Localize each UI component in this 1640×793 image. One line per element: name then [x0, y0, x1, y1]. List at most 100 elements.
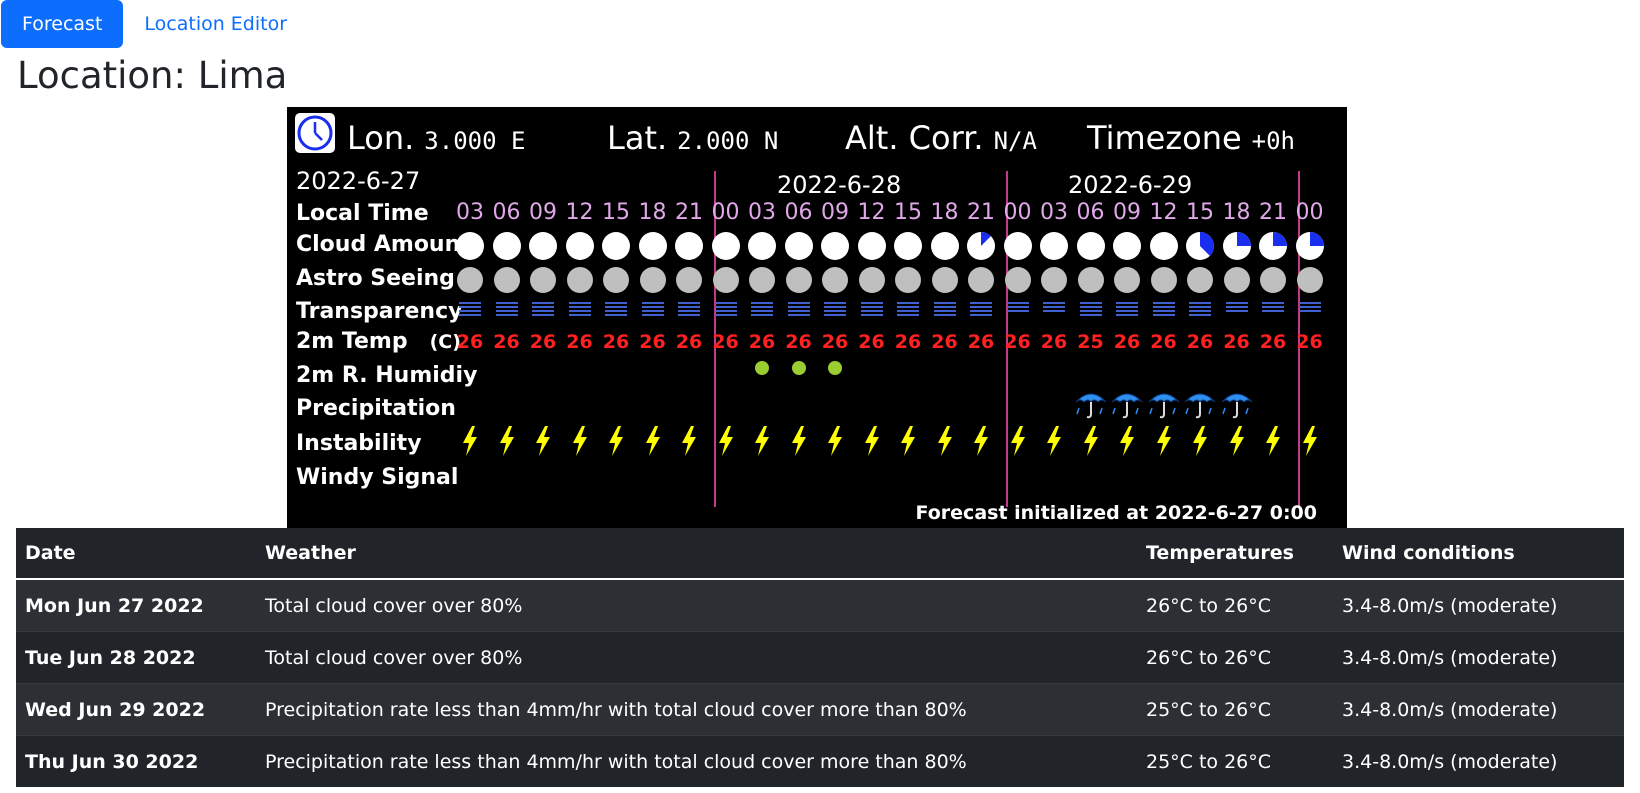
hour-label: 09 — [529, 200, 557, 225]
date-label: 2022-6-27 — [296, 167, 421, 195]
cell-date: Thu Jun 30 2022 — [16, 735, 256, 787]
lightning-icon — [1220, 425, 1254, 461]
lightning-icon — [1037, 425, 1071, 461]
row-label-windy-signal: Windy Signal — [296, 465, 459, 490]
hour-label: 03 — [1040, 200, 1068, 225]
lightning-icon — [1293, 425, 1327, 461]
transparency-icon — [636, 300, 670, 324]
seeing-icon — [1074, 266, 1108, 298]
seeing-icon — [636, 266, 670, 298]
transparency-icon — [1074, 300, 1108, 324]
hour-label: 06 — [492, 200, 521, 225]
hour-label: 09 — [821, 200, 849, 225]
cell-weather: Total cloud cover over 80% — [256, 578, 1137, 632]
lightning-icon — [1001, 425, 1035, 461]
cloud-amount-icon — [782, 231, 816, 265]
seeing-icon — [782, 266, 816, 298]
hour-label: 18 — [930, 200, 959, 225]
temperature-value: 26 — [931, 331, 958, 353]
hour-label: 03 — [456, 200, 484, 225]
seeing-icon — [1001, 266, 1035, 298]
cloud-amount-icon — [855, 231, 889, 265]
hour-label: 12 — [1149, 200, 1178, 225]
lightning-icon — [1110, 425, 1144, 461]
cell-wind: 3.4-8.0m/s (moderate) — [1333, 578, 1624, 632]
tz-label: Timezone — [1087, 119, 1242, 157]
cell-weather: Total cloud cover over 80% — [256, 631, 1137, 684]
lightning-icon — [818, 425, 852, 461]
tab-location-editor[interactable]: Location Editor — [144, 13, 288, 35]
row-label-instability: Instability — [296, 431, 422, 456]
transparency-icon — [1037, 300, 1071, 324]
temperature-value: 26 — [639, 331, 666, 353]
hour-label: 00 — [711, 200, 740, 225]
tab-forecast[interactable]: Forecast — [1, 0, 124, 48]
forecast-init-note: Forecast initialized at 2022-6-27 0:00 — [915, 502, 1317, 524]
lightning-icon — [526, 425, 560, 461]
nav-tabs: Forecast Location Editor — [1, 0, 308, 48]
row-label-humidity: 2m R. Humidiy — [296, 363, 478, 388]
lightning-icon — [782, 425, 816, 461]
seeing-icon — [1256, 266, 1290, 298]
row-label-astro-seeing: Astro Seeing — [296, 266, 455, 291]
hour-label: 00 — [1003, 200, 1032, 225]
temp-label: 2m Temp — [296, 329, 408, 354]
lightning-icon — [964, 425, 998, 461]
temperature-value: 26 — [894, 331, 922, 353]
alt-value: N/A — [993, 127, 1037, 155]
hour-label: 15 — [602, 200, 630, 225]
lat-label: Lat. — [607, 119, 668, 157]
transparency-icon — [891, 300, 925, 324]
hour-label: 18 — [638, 200, 667, 225]
temperature-value: 26 — [1296, 331, 1323, 353]
temperature-value: 26 — [821, 331, 849, 353]
seeing-icon — [709, 266, 743, 298]
temperature-value: 26 — [1113, 331, 1141, 353]
cloud-amount-icon — [745, 231, 779, 265]
temperature-value: 26 — [493, 331, 520, 353]
altitude-correction: Alt. Corr. N/A — [845, 119, 1037, 157]
seeing-icon — [1147, 266, 1181, 298]
date-label: 2022-6-29 — [1068, 171, 1193, 199]
meteogram: Lon. 3.000 E Lat. 2.000 N Alt. Corr. N/A Ti… — [287, 107, 1347, 528]
umbrella-icon — [1074, 386, 1108, 424]
lightning-icon — [1074, 425, 1108, 461]
cloud-amount-icon — [1037, 231, 1071, 265]
cell-wind: 3.4-8.0m/s (moderate) — [1333, 735, 1624, 787]
seeing-icon — [928, 266, 962, 298]
transparency-icon — [964, 300, 998, 324]
transparency-icon — [526, 300, 560, 324]
humidity-dot-icon — [818, 359, 852, 381]
hour-label: 03 — [748, 200, 776, 225]
humidity-dot-icon — [745, 359, 779, 381]
table-row: Wed Jun 29 2022 Precipitation rate less … — [16, 683, 1624, 736]
table-row: Mon Jun 27 2022 Total cloud cover over 8… — [16, 578, 1624, 632]
cloud-amount-icon — [490, 231, 524, 265]
transparency-icon — [1256, 300, 1290, 324]
transparency-icon — [928, 300, 962, 324]
cloud-amount-icon — [453, 231, 487, 265]
hour-label: 21 — [967, 200, 995, 225]
hour-label: 15 — [1186, 200, 1214, 225]
transparency-icon — [490, 300, 524, 324]
transparency-icon — [745, 300, 779, 324]
lightning-icon — [745, 425, 779, 461]
day-separator — [1298, 171, 1300, 507]
seeing-icon — [855, 266, 889, 298]
cloud-amount-icon — [928, 231, 962, 265]
seeing-icon — [453, 266, 487, 298]
hour-label: 12 — [565, 200, 594, 225]
umbrella-icon — [1183, 386, 1217, 424]
temperature-value: 26 — [858, 331, 885, 353]
date-label: 2022-6-28 — [777, 171, 902, 199]
cloud-amount-icon — [891, 231, 925, 265]
table-row: Thu Jun 30 2022 Precipitation rate less … — [16, 735, 1624, 787]
cell-date: Wed Jun 29 2022 — [16, 683, 256, 736]
seeing-icon — [599, 266, 633, 298]
cell-temperatures: 26°C to 26°C — [1137, 631, 1333, 684]
cell-date: Mon Jun 27 2022 — [16, 578, 256, 632]
hour-label: 21 — [675, 200, 703, 225]
cloud-amount-icon — [818, 231, 852, 265]
seeing-icon — [1110, 266, 1144, 298]
transparency-icon — [855, 300, 889, 324]
